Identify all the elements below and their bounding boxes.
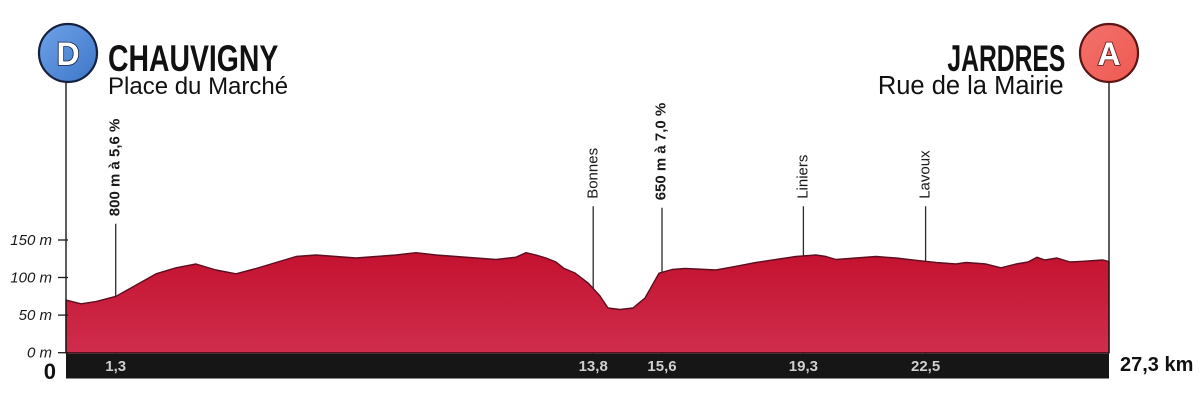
svg-text:13,8: 13,8 xyxy=(579,358,608,375)
svg-text:Rue de la Mairie: Rue de la Mairie xyxy=(878,72,1064,100)
svg-text:Lavoux: Lavoux xyxy=(917,150,934,199)
svg-text:Liniers: Liniers xyxy=(795,155,812,199)
svg-text:27,3 km: 27,3 km xyxy=(1120,354,1193,376)
svg-text:50 m: 50 m xyxy=(19,307,52,324)
svg-text:A: A xyxy=(1097,36,1120,72)
svg-text:650 m à 7,0 %: 650 m à 7,0 % xyxy=(653,103,670,201)
svg-text:22,5: 22,5 xyxy=(911,358,940,375)
svg-text:19,3: 19,3 xyxy=(789,358,818,375)
svg-text:1,3: 1,3 xyxy=(105,358,126,375)
svg-text:D: D xyxy=(56,36,79,72)
svg-text:100 m: 100 m xyxy=(10,270,52,287)
svg-text:Place du Marché: Place du Marché xyxy=(108,73,288,100)
svg-text:0: 0 xyxy=(44,359,56,384)
svg-text:800 m à 5,6 %: 800 m à 5,6 % xyxy=(107,119,124,217)
svg-text:Bonnes: Bonnes xyxy=(585,148,602,199)
svg-text:150 m: 150 m xyxy=(10,232,52,249)
svg-text:15,6: 15,6 xyxy=(647,358,676,375)
